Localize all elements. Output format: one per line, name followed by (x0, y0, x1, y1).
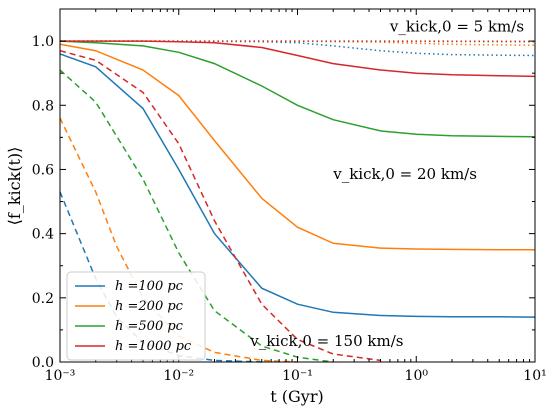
y-tick-label-1: 0.2 (32, 291, 54, 307)
y-tick-label-0: 0.0 (32, 355, 54, 371)
y-tick-label-2: 0.4 (32, 227, 54, 243)
x-tick-label-1: 10⁻² (163, 368, 194, 384)
legend-label-3: h =1000 pc (115, 339, 192, 354)
series-line-4 (60, 40, 536, 57)
legend-label-2: h =500 pc (115, 319, 184, 334)
series-line-0 (59, 53, 536, 318)
x-tick-label-0: 10⁻³ (45, 368, 76, 384)
legend-box (66, 271, 206, 361)
series-line-1 (59, 43, 535, 251)
x-tick-label-4: 10¹ (523, 368, 546, 384)
plot-frame (59, 8, 536, 363)
y-axis-label: ⟨f_kick(t)⟩ (5, 147, 24, 226)
axis-ticks: 10⁻³ 10⁻² 10⁻¹ 10⁰ 10¹ 0.0 0.2 0.4 0.6 0.8 1.0 (32, 8, 547, 384)
legend: h =100 pc h =200 pc h =500 pc h =1000 pc (66, 271, 206, 361)
annotation-0: v_kick,0 = 5 km/s (389, 17, 524, 35)
x-tick-label-2: 10⁻¹ (282, 368, 313, 384)
y-tick-label-4: 0.8 (32, 98, 54, 114)
series-line-11 (59, 49, 381, 362)
annotations: v_kick,0 = 5 km/s v_kick,0 = 20 km/s v_kic… (249, 17, 524, 349)
series-line-2 (59, 40, 536, 138)
x-axis-label: t (Gyr) (270, 387, 323, 406)
y-tick-label-5: 1.0 (32, 34, 54, 50)
y-tick-label-3: 0.6 (32, 162, 54, 178)
legend-label-1: h =200 pc (115, 299, 184, 314)
x-tick-label-3: 10⁰ (405, 368, 429, 384)
annotation-1: v_kick,0 = 20 km/s (332, 165, 477, 183)
legend-label-0: h =100 pc (115, 279, 184, 294)
annotation-2: v_kick,0 = 150 km/s (249, 332, 403, 350)
series-line-5 (60, 40, 536, 47)
